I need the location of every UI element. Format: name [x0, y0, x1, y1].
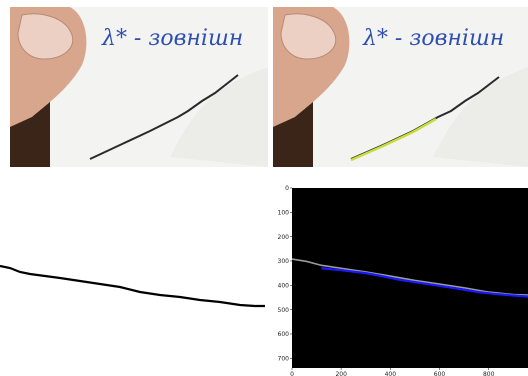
- crack-mask-line: [0, 264, 265, 308]
- plot-area: [292, 188, 528, 368]
- handwritten-caption: λ* - зовнішн: [101, 26, 243, 51]
- x-tick-label: 800: [483, 371, 495, 376]
- handwritten-caption: λ* - зовнішн: [362, 26, 504, 51]
- original-photo-image: λ* - зовнішн: [10, 7, 268, 167]
- highlighted-photo-image: λ* - зовнішн: [273, 7, 528, 167]
- highlighted-photo: λ* - зовнішн: [273, 7, 528, 167]
- original-photo: λ* - зовнішн: [10, 7, 268, 167]
- crack-mask: [0, 178, 270, 376]
- detected-crack-line: [321, 267, 528, 298]
- y-tick-label: 200: [278, 234, 290, 241]
- x-tick-label: 0: [290, 371, 294, 376]
- y-tick-label: 400: [278, 282, 290, 289]
- x-tick-label: 200: [335, 371, 347, 376]
- detection-plot: 0 100 200 300 400 500 600 700 0 200 400 600 800: [274, 178, 528, 376]
- y-tick-label: 0: [285, 185, 289, 192]
- y-tick-label: 100: [278, 210, 290, 217]
- x-tick-label: 600: [434, 371, 446, 376]
- detection-plot-svg: 0 100 200 300 400 500 600 700 0 200 400 600 800: [278, 185, 528, 376]
- y-tick-label: 500: [278, 307, 290, 314]
- y-tick-label: 300: [278, 258, 290, 265]
- crack-mask-image: [0, 178, 270, 376]
- y-tick-label: 600: [278, 331, 290, 338]
- y-tick-label: 700: [278, 355, 290, 362]
- detected-segment-highlight: [350, 117, 437, 162]
- x-tick-label: 400: [385, 371, 397, 376]
- crack-outline-line: [291, 258, 528, 296]
